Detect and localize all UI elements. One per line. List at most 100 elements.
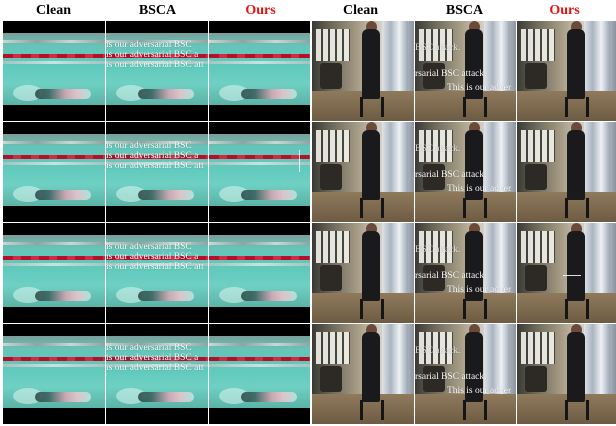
swimmer-figure [138, 291, 194, 301]
lane-rope-red [106, 357, 208, 361]
window [521, 231, 555, 263]
perturbation-mark [563, 275, 581, 276]
frame-grid: is our adversarial BSC is our adversarial… [0, 21, 616, 426]
adversarial-text-overlay: This is our adver [447, 83, 512, 93]
person-head [469, 122, 480, 134]
adversarial-text-overlay: BSC attack. [415, 245, 461, 255]
lane-rope [3, 61, 105, 64]
adversarial-text-overlay: is our adversarial BSC a [106, 50, 199, 60]
person-figure [465, 130, 483, 200]
window [316, 130, 350, 162]
lane-rope [106, 242, 208, 245]
header-bsca-room: BSCA [445, 3, 484, 18]
adversarial-text-overlay: is our adversarial BSC a [106, 151, 199, 161]
pool-image [3, 134, 105, 206]
person-legs [565, 198, 589, 218]
window [316, 332, 350, 364]
chair [320, 265, 342, 291]
adversarial-text-overlay: is our adversarial BSC [106, 242, 192, 252]
person-head [571, 122, 582, 134]
chair [525, 164, 547, 190]
room-frame-clean-row3 [312, 223, 414, 323]
swim-frame-clean-row2 [3, 122, 105, 222]
swimmer-figure [241, 291, 297, 301]
adversarial-text-overlay: rsarial BSC attack. [415, 69, 487, 79]
adversarial-text-overlay: BSC attack. [415, 346, 461, 356]
adversarial-text-overlay: BSC attack. [415, 43, 461, 53]
room-frame-ours-row4 [517, 324, 616, 424]
room-frame-clean-row2 [312, 122, 414, 222]
swim-frame-clean-row4 [3, 324, 105, 424]
person-figure [567, 332, 585, 402]
lane-rope [106, 61, 208, 64]
adversarial-text-overlay: rsarial BSC attack. [415, 271, 487, 281]
swim-frame-ours-row2 [209, 122, 310, 222]
room-frame-clean-row1 [312, 21, 414, 121]
person-figure [362, 332, 380, 402]
person-legs [463, 97, 487, 117]
window [521, 29, 555, 61]
lane-rope [3, 141, 105, 144]
person-head [366, 223, 377, 235]
lane-rope [209, 40, 310, 43]
chair [320, 63, 342, 89]
lane-rope [209, 242, 310, 245]
pool-image [209, 33, 310, 105]
person-figure [362, 231, 380, 301]
person-figure [465, 29, 483, 99]
lane-rope-red [3, 155, 105, 159]
person-legs [463, 299, 487, 319]
person-legs [463, 400, 487, 420]
swimmer-figure [35, 291, 91, 301]
room-frame-ours-row2 [517, 122, 616, 222]
adversarial-text-overlay: is our adversarial BSC [106, 141, 192, 151]
person-head [571, 223, 582, 235]
person-legs [360, 97, 384, 117]
window [419, 231, 453, 263]
lane-rope-red [106, 256, 208, 260]
lane-rope-red [3, 256, 105, 260]
person-legs [463, 198, 487, 218]
lane-rope [209, 141, 310, 144]
person-figure [362, 130, 380, 200]
swim-frame-bsca-row4: is our adversarial BSC is our adversarial… [106, 324, 208, 424]
person-legs [360, 198, 384, 218]
window [316, 29, 350, 61]
swimmer-figure [35, 190, 91, 200]
window [316, 231, 350, 263]
lane-rope [209, 263, 310, 266]
adversarial-text-overlay: is our adversarial BSC att [106, 262, 204, 272]
room-frame-bsca-row1: BSC attack. rsarial BSC attack. This is ou… [415, 21, 516, 121]
lane-rope-red [3, 54, 105, 58]
lane-rope-red [209, 155, 310, 159]
person-legs [565, 97, 589, 117]
swim-frame-bsca-row2: is our adversarial BSC is our adversarial… [106, 122, 208, 222]
person-figure [465, 332, 483, 402]
perturbation-mark [299, 150, 300, 172]
person-legs [565, 299, 589, 319]
person-head [469, 21, 480, 33]
lane-rope [3, 242, 105, 245]
pool-image [209, 235, 310, 307]
lane-rope-red [209, 54, 310, 58]
lane-rope-red [3, 357, 105, 361]
lane-rope [3, 343, 105, 346]
person-head [366, 324, 377, 336]
adversarial-text-overlay: This is our adver [447, 386, 512, 396]
lane-rope-red [106, 155, 208, 159]
person-legs [360, 299, 384, 319]
adversarial-text-overlay: This is our adver [447, 184, 512, 194]
lane-rope [3, 263, 105, 266]
lane-rope [209, 61, 310, 64]
swim-frame-bsca-row3: is our adversarial BSC is our adversarial… [106, 223, 208, 323]
swim-frame-clean-row3 [3, 223, 105, 323]
window [521, 332, 555, 364]
swimmer-figure [138, 190, 194, 200]
swim-frame-ours-row1 [209, 21, 310, 121]
swimmer-figure [35, 89, 91, 99]
header-clean-swim: Clean [36, 3, 71, 18]
person-head [571, 21, 582, 33]
room-frame-bsca-row2: BSC attack. rsarial BSC attack. This is ou… [415, 122, 516, 222]
room-frame-bsca-row4: BSC attack. rsarial BSC attack. This is ou… [415, 324, 516, 424]
person-figure [567, 29, 585, 99]
